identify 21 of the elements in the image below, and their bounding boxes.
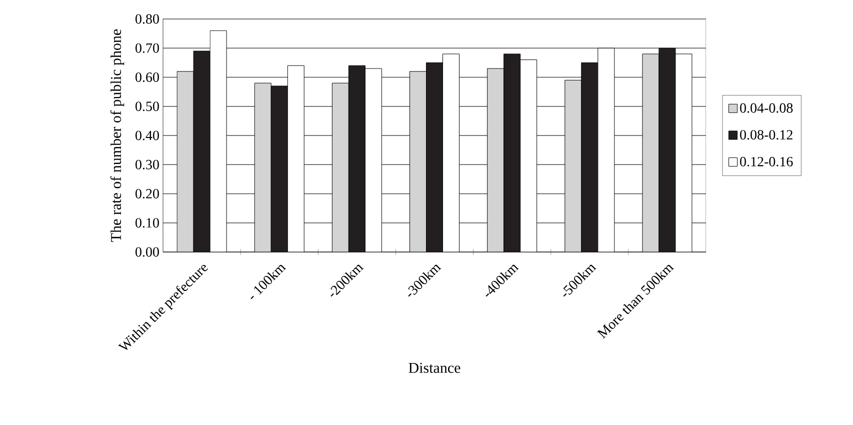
y-tick-label: 0.30 <box>136 160 159 170</box>
y-tick-label: 0.00 <box>136 247 159 257</box>
y-tick-label: 0.10 <box>136 218 159 228</box>
y-tick-label: 0.50 <box>136 102 159 112</box>
bar <box>271 86 288 252</box>
bar <box>658 48 676 252</box>
y-tick-label: 0.70 <box>136 43 159 53</box>
legend-label: 0.08-0.12 <box>740 130 792 140</box>
bar <box>581 62 598 252</box>
y-tick-label: 0.40 <box>136 130 159 140</box>
bar <box>504 54 520 252</box>
legend-label: 0.12-0.16 <box>740 156 793 166</box>
legend-label: 0.04-0.08 <box>740 103 793 113</box>
x-axis-title: Distance <box>408 362 460 373</box>
bar <box>426 62 443 252</box>
bar <box>348 66 366 252</box>
y-tick-label: 0.60 <box>136 72 159 82</box>
y-tick-label: 0.20 <box>136 188 159 199</box>
y-tick-label: 0.80 <box>136 14 159 24</box>
y-axis-title: The rate of number of public phone <box>110 29 124 242</box>
bar <box>194 51 210 252</box>
